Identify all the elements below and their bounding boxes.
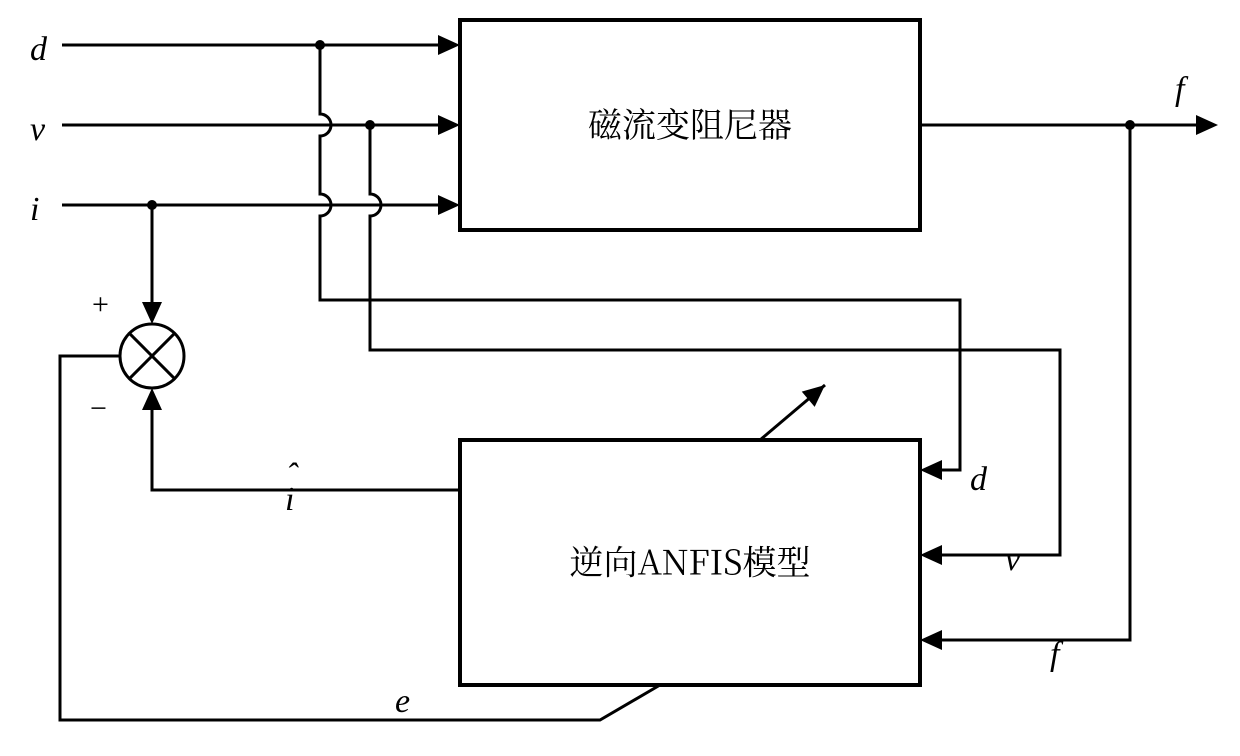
anfis-label: 逆向ANFIS模型 [569, 536, 810, 585]
label-d-right: d [970, 461, 988, 498]
wire-f-branch [942, 125, 1130, 640]
label-ihat-hat: ˆ [286, 457, 299, 494]
label-v-right: v [1005, 541, 1021, 578]
block-diagram: 磁流变阻尼器逆向ANFIS模型dvidv+−ffiˆe [0, 0, 1240, 756]
label-i: i [30, 191, 39, 228]
label-minus: − [90, 392, 107, 425]
label-f-right: f [1050, 636, 1064, 673]
label-v: v [30, 111, 46, 148]
arrow-head [142, 388, 162, 410]
arrow-head [438, 35, 460, 55]
arrow-head [1196, 115, 1218, 135]
wire-ihat [152, 410, 460, 490]
arrow-head [438, 115, 460, 135]
damper-label: 磁流变阻尼器 [588, 98, 792, 147]
arrow-head [920, 460, 942, 480]
label-plus: + [92, 288, 109, 321]
arrow-head [920, 630, 942, 650]
arrow-head [920, 545, 942, 565]
label-e: e [395, 683, 410, 720]
arrow-head [438, 195, 460, 215]
arrow-head [142, 302, 162, 324]
label-f: f [1175, 71, 1189, 108]
label-d: d [30, 31, 48, 68]
